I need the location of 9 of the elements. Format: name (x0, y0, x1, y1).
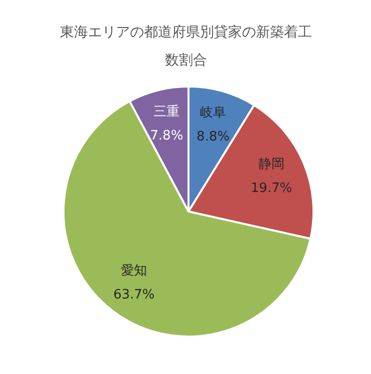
slice-label: 愛知 (121, 264, 148, 279)
slice-label: 岐阜 (200, 105, 226, 120)
data-label: 19.7% (250, 181, 292, 196)
data-label: 63.7% (113, 288, 155, 303)
data-label: 8.8% (196, 129, 230, 144)
slice-label: 三重 (154, 104, 180, 120)
chart-title: 東海エリアの都道府県別貸家の新築着工数割合 (60, 24, 312, 68)
slice-label: 静岡 (258, 157, 284, 172)
data-label: 7.8% (150, 128, 184, 144)
